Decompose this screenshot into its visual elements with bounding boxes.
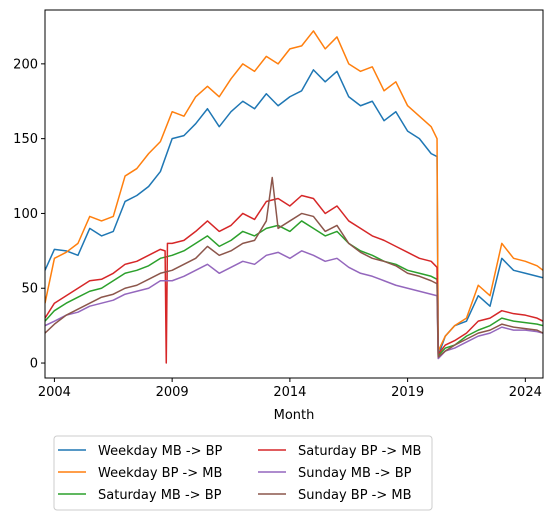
x-tick-label: 2014 xyxy=(273,385,306,400)
plot-area-frame xyxy=(44,9,544,379)
legend: Weekday MB -> BP Weekday BP -> MB Saturday… xyxy=(53,435,433,511)
legend-label: Saturday MB -> BP xyxy=(98,488,222,503)
series-line-3 xyxy=(45,220,543,357)
x-axis: 2004 2009 2014 2019 2024 xyxy=(38,378,542,400)
series-line-1 xyxy=(45,69,543,357)
x-tick-label: 2004 xyxy=(38,385,71,400)
y-tick-label: 200 xyxy=(13,57,38,72)
series-line-4 xyxy=(45,194,543,364)
series-line-2 xyxy=(45,30,543,352)
x-axis-label: Month xyxy=(274,408,315,423)
legend-label: Weekday BP -> MB xyxy=(98,466,222,481)
x-tick-label: 2024 xyxy=(509,385,542,400)
series-line-6 xyxy=(45,176,543,358)
series-line-5 xyxy=(45,250,543,360)
x-tick-label: 2019 xyxy=(391,385,424,400)
series-layer xyxy=(45,30,543,364)
y-tick-label: 50 xyxy=(21,282,38,297)
legend-frame xyxy=(53,435,433,511)
y-tick-label: 100 xyxy=(13,207,38,222)
legend-label: Saturday BP -> MB xyxy=(298,444,421,459)
y-tick-label: 0 xyxy=(30,357,38,372)
y-axis: 0 50 100 150 200 xyxy=(13,57,45,372)
legend-label: Sunday BP -> MB xyxy=(298,488,412,503)
y-tick-label: 150 xyxy=(13,132,38,147)
x-tick-label: 2009 xyxy=(156,385,189,400)
legend-label: Weekday MB -> BP xyxy=(98,444,223,459)
legend-label: Sunday MB -> BP xyxy=(298,466,412,481)
